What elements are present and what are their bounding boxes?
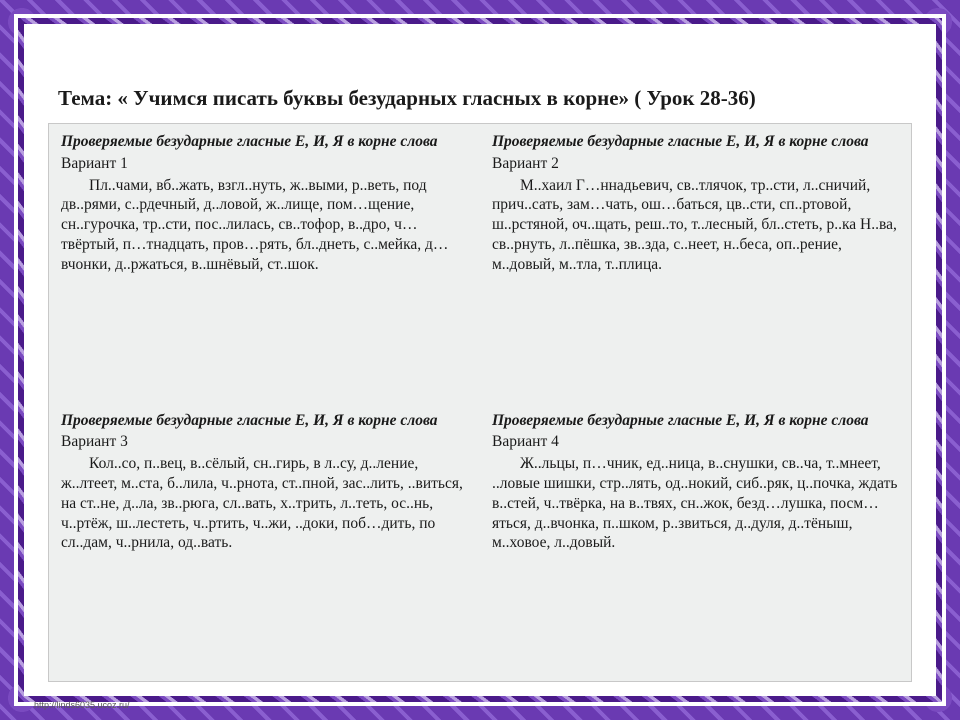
content-area: Тема: « Учимся писать буквы безударных г… bbox=[30, 30, 930, 690]
variant-label: Вариант 4 bbox=[492, 432, 899, 452]
cell-header: Проверяемые безударные гласные Е, И, Я в… bbox=[492, 411, 899, 431]
exercise-text: Кол..со, п..вец, в..сёлый, сн..гирь, в л… bbox=[61, 454, 468, 553]
variant-label: Вариант 1 bbox=[61, 154, 468, 174]
cell-header: Проверяемые безударные гласные Е, И, Я в… bbox=[61, 411, 468, 431]
variant-label: Вариант 2 bbox=[492, 154, 899, 174]
cell-variant-3: Проверяемые безударные гласные Е, И, Я в… bbox=[49, 403, 480, 682]
exercise-text: Ж..льцы, п…чник, ед..ница, в..снушки, св… bbox=[492, 454, 899, 553]
exercise-text: Пл..чами, вб..жать, взгл..нуть, ж..выми,… bbox=[61, 176, 468, 275]
worksheet-grid: Проверяемые безударные гласные Е, И, Я в… bbox=[48, 123, 912, 682]
cell-header: Проверяемые безударные гласные Е, И, Я в… bbox=[61, 132, 468, 152]
variant-label: Вариант 3 bbox=[61, 432, 468, 452]
cell-header: Проверяемые безударные гласные Е, И, Я в… bbox=[492, 132, 899, 152]
exercise-text: М..хаил Г…ннадьевич, св..тлячок, тр..сти… bbox=[492, 176, 899, 275]
cell-variant-4: Проверяемые безударные гласные Е, И, Я в… bbox=[480, 403, 911, 682]
cell-variant-1: Проверяемые безударные гласные Е, И, Я в… bbox=[49, 124, 480, 403]
page-title: Тема: « Учимся писать буквы безударных г… bbox=[58, 86, 912, 111]
footer-source-url: http://linds6035.ucoz.ru/ bbox=[34, 700, 130, 710]
cell-variant-2: Проверяемые безударные гласные Е, И, Я в… bbox=[480, 124, 911, 403]
